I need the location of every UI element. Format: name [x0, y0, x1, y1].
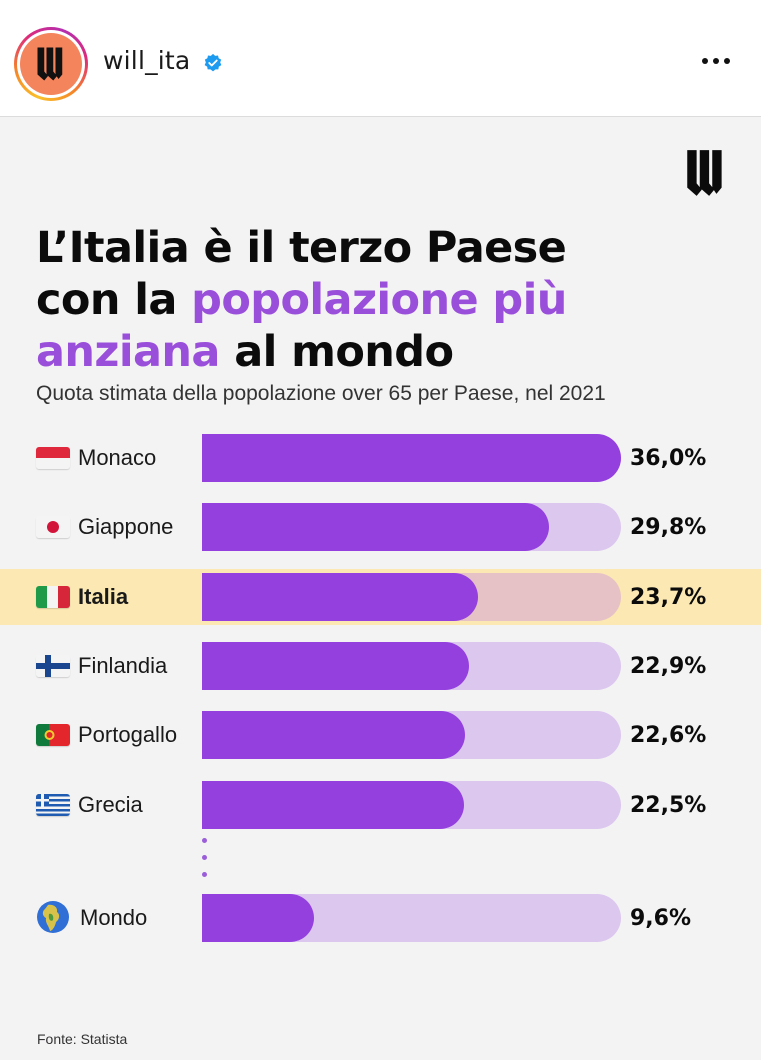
bar: [202, 711, 466, 759]
data-label: 9,6%: [630, 905, 692, 931]
category-label: Grecia: [78, 792, 143, 817]
bar: [202, 894, 314, 942]
flag-japan-icon: [36, 516, 70, 538]
bar: [202, 642, 469, 690]
bar-label: Portogallo: [36, 711, 177, 759]
title-text: con la: [36, 275, 192, 325]
post-header: will_ita: [0, 0, 761, 117]
globe-icon: [36, 900, 72, 936]
bar-track: [202, 434, 621, 482]
bar: [202, 503, 549, 551]
bar: [202, 781, 464, 829]
flag-portugal-icon: [36, 724, 70, 746]
more-options-button[interactable]: [702, 58, 730, 64]
data-label: 22,5%: [630, 792, 707, 818]
category-label: Giappone: [78, 514, 174, 539]
flag-monaco-icon: [36, 447, 70, 469]
avatar[interactable]: [20, 33, 82, 95]
data-label: 29,8%: [630, 514, 707, 540]
bar-label: Italia: [36, 573, 128, 621]
category-label: Mondo: [80, 905, 148, 930]
data-label: 22,6%: [630, 722, 707, 748]
category-label: Portogallo: [78, 722, 178, 747]
category-label: Finlandia: [78, 653, 168, 678]
bar-track: [202, 642, 621, 690]
data-label: 36,0%: [630, 445, 707, 471]
bar: [202, 434, 621, 482]
bar-track: [202, 711, 621, 759]
verified-badge-icon: [204, 53, 222, 72]
data-label: 22,9%: [630, 653, 707, 679]
title-accent: popolazione più: [191, 275, 567, 325]
bar-label: Mondo: [36, 894, 147, 942]
bar: [202, 573, 478, 621]
title-text: al mondo: [219, 327, 454, 377]
more-horizontal-icon: [702, 58, 708, 64]
chart-subtitle: Quota stimata della popolazione over 65 …: [36, 382, 606, 405]
dot: [713, 58, 719, 64]
source-note: Fonte: Statista: [37, 1031, 128, 1047]
bar-label: Grecia: [36, 781, 143, 829]
will-logo-icon: [37, 47, 63, 81]
ellipsis-separator: [202, 838, 207, 889]
data-label: 23,7%: [630, 584, 707, 610]
flag-finland-icon: [36, 655, 70, 677]
dot: [724, 58, 730, 64]
avatar-story-ring[interactable]: [14, 27, 88, 101]
bar-track: [202, 573, 621, 621]
bar-track: [202, 781, 621, 829]
bar-label: Giappone: [36, 503, 173, 551]
will-logo-icon: [687, 150, 722, 196]
bar-track: [202, 894, 621, 942]
title-line-1: L’Italia è il terzo Paese: [36, 223, 567, 273]
username[interactable]: will_ita: [103, 46, 191, 75]
category-label: Italia: [78, 584, 129, 609]
category-label: Monaco: [78, 445, 157, 470]
flag-italy-icon: [36, 586, 70, 608]
bar-label: Finlandia: [36, 642, 167, 690]
bar-label: Monaco: [36, 434, 156, 482]
title-accent: anziana: [36, 327, 220, 377]
bar-track: [202, 503, 621, 551]
chart-title: L’Italia è il terzo Paese con la popolaz…: [36, 222, 567, 378]
flag-greece-icon: [36, 794, 70, 816]
